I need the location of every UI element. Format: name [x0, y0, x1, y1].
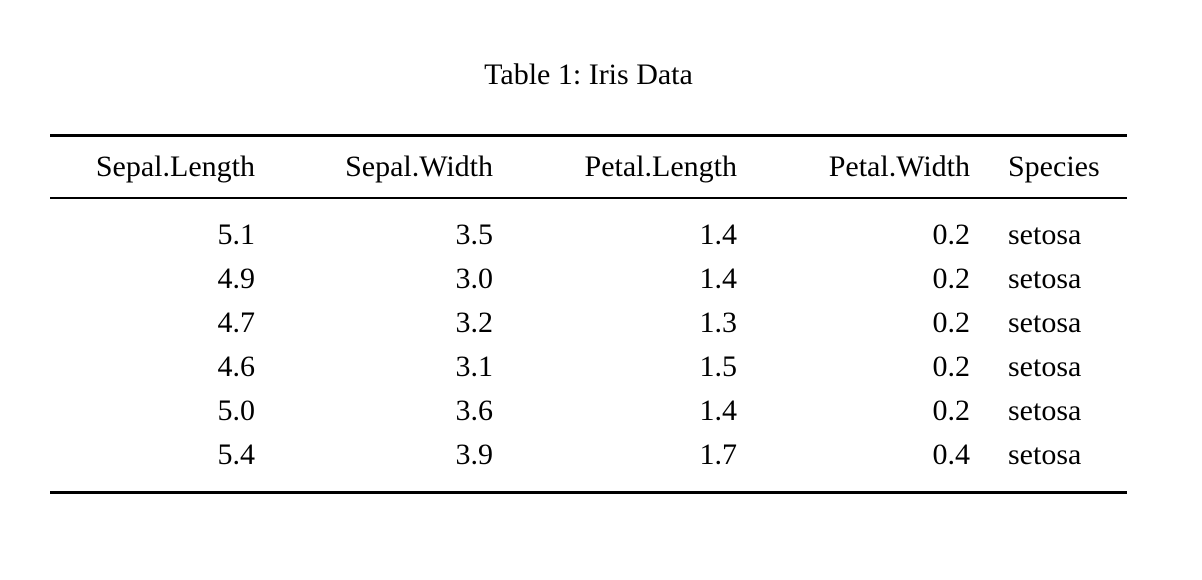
table-cell: 0.2	[932, 394, 971, 427]
iris-data-table: Sepal.Length Sepal.Width Petal.Length Petal…	[50, 134, 1127, 494]
table-cell: 4.6	[217, 350, 256, 383]
table-cell: 5.1	[217, 218, 256, 251]
table-cell: 4.7	[217, 306, 256, 339]
table-body: 5.1 3.5 1.4 0.2 setosa 4.9 3.0 1.4 0.2 setosa 4.7 3…	[50, 198, 1127, 493]
table-cell: setosa	[1008, 350, 1082, 383]
table-cell: 1.7	[699, 438, 738, 471]
table-caption: Table 1: Iris Data	[484, 58, 693, 91]
column-header-species: Species	[970, 135, 1127, 199]
table-cell: setosa	[1008, 394, 1082, 427]
table-cell: 5.0	[217, 394, 256, 427]
table-cell: 1.4	[699, 394, 738, 427]
table-cell: 3.2	[455, 306, 494, 339]
column-header-sepal-length: Sepal.Length	[50, 135, 255, 199]
column-header-petal-length: Petal.Length	[493, 135, 737, 199]
table-row: 5.0 3.6 1.4 0.2 setosa	[50, 389, 1127, 433]
table-cell: 0.2	[932, 218, 971, 251]
table-cell: 0.2	[932, 262, 971, 295]
table-cell: setosa	[1008, 262, 1082, 295]
table-cell: 0.4	[932, 438, 971, 471]
table-cell: 3.1	[455, 350, 494, 383]
table-row: 5.4 3.9 1.7 0.4 setosa	[50, 433, 1127, 493]
table-cell: 3.5	[455, 218, 494, 251]
table-cell: 1.5	[699, 350, 738, 383]
table-cell: 3.0	[455, 262, 494, 295]
table-row: 5.1 3.5 1.4 0.2 setosa	[50, 198, 1127, 257]
table-cell: setosa	[1008, 218, 1082, 251]
table-cell: 5.4	[217, 438, 256, 471]
table-cell: 1.4	[699, 262, 738, 295]
table-cell: 0.2	[932, 350, 971, 383]
table-cell: 3.9	[455, 438, 494, 471]
table-row: 4.9 3.0 1.4 0.2 setosa	[50, 257, 1127, 301]
column-header-petal-width: Petal.Width	[737, 135, 970, 199]
table-cell: 4.9	[217, 262, 256, 295]
table-row: 4.6 3.1 1.5 0.2 setosa	[50, 345, 1127, 389]
column-header-sepal-width: Sepal.Width	[255, 135, 493, 199]
table-cell: setosa	[1008, 438, 1082, 471]
table-cell: 1.3	[699, 306, 738, 339]
table-cell: setosa	[1008, 306, 1082, 339]
table-cell: 3.6	[455, 394, 494, 427]
document-page: Table 1: Iris Data Sepal.Length Sepal.Wid…	[50, 0, 1127, 494]
table-cell: 1.4	[699, 218, 738, 251]
table-cell: 0.2	[932, 306, 971, 339]
table-row: 4.7 3.2 1.3 0.2 setosa	[50, 301, 1127, 345]
table-header: Sepal.Length Sepal.Width Petal.Length Petal…	[50, 135, 1127, 199]
header-row: Sepal.Length Sepal.Width Petal.Length Petal…	[50, 135, 1127, 199]
